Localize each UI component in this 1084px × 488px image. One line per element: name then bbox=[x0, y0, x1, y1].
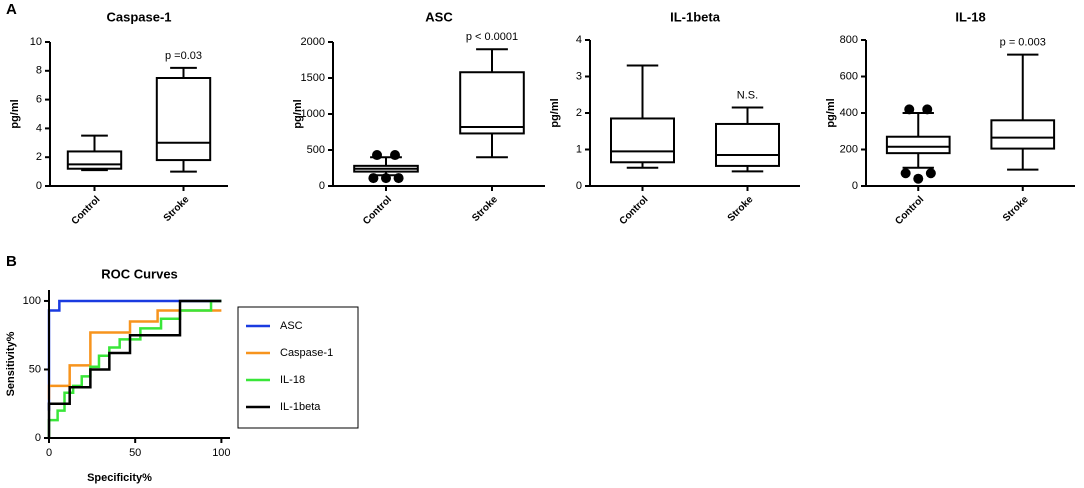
x-tick-label: Stroke bbox=[1001, 194, 1031, 224]
x-tick-label: 0 bbox=[46, 447, 52, 459]
outlier bbox=[922, 104, 933, 115]
whisker-low bbox=[902, 153, 934, 169]
whisker-high bbox=[731, 106, 764, 124]
y-tick-label: 2 bbox=[36, 151, 42, 163]
outlier bbox=[900, 168, 911, 179]
y-tick-label: 6 bbox=[36, 94, 42, 106]
whisker-low bbox=[1007, 148, 1039, 171]
x-tick-label: Stroke bbox=[726, 194, 756, 224]
y-tick-label: 600 bbox=[840, 70, 858, 82]
box bbox=[715, 122, 780, 167]
y-axis-label: pg/ml bbox=[292, 99, 304, 128]
chart-title: ROC Curves bbox=[101, 266, 178, 281]
x-tick-label: Control bbox=[893, 194, 926, 227]
y-tick-label: 0 bbox=[852, 180, 858, 192]
whisker-high bbox=[626, 64, 659, 119]
y-tick-label: 100 bbox=[23, 295, 41, 307]
chart-title: ASC bbox=[425, 9, 453, 24]
x-tick-label: Control bbox=[70, 194, 103, 227]
legend-label: IL-18 bbox=[280, 374, 305, 386]
y-axis-label: pg/ml bbox=[549, 98, 561, 127]
legend-label: Caspase-1 bbox=[280, 347, 333, 359]
y-tick-label: 1000 bbox=[301, 108, 325, 120]
y-tick-label: 2 bbox=[576, 107, 582, 119]
outlier bbox=[925, 168, 936, 179]
y-tick-label: 10 bbox=[30, 36, 42, 48]
x-tick-label: Control bbox=[618, 194, 651, 227]
x-tick-label: 100 bbox=[212, 447, 230, 459]
y-tick-label: 200 bbox=[840, 143, 858, 155]
y-tick-label: 0 bbox=[35, 432, 41, 444]
y-tick-label: 0 bbox=[576, 180, 582, 192]
annotation: p = 0.003 bbox=[1000, 37, 1046, 49]
box bbox=[610, 117, 675, 164]
y-tick-label: 8 bbox=[36, 65, 42, 77]
x-axis-label: Specificity% bbox=[87, 472, 152, 484]
y-tick-label: 4 bbox=[576, 34, 582, 46]
chart-title: IL-18 bbox=[955, 9, 985, 24]
y-tick-label: 400 bbox=[840, 107, 858, 119]
box bbox=[155, 77, 212, 162]
x-tick-label: Control bbox=[361, 194, 394, 227]
roc-line bbox=[47, 299, 222, 438]
outlier bbox=[393, 173, 404, 184]
outlier bbox=[913, 173, 924, 184]
whisker-high bbox=[476, 48, 508, 73]
x-tick-label: 50 bbox=[129, 447, 141, 459]
y-tick-label: 50 bbox=[29, 363, 41, 375]
box bbox=[459, 71, 525, 135]
chart-title: Caspase-1 bbox=[106, 9, 171, 24]
whisker-high bbox=[170, 66, 197, 78]
whisker-high bbox=[81, 134, 108, 152]
x-tick-label: Stroke bbox=[470, 194, 500, 224]
whisker-high bbox=[1007, 53, 1039, 121]
whisker-low bbox=[170, 160, 197, 173]
annotation: N.S. bbox=[737, 89, 758, 101]
outlier bbox=[368, 173, 379, 184]
outlier bbox=[390, 150, 400, 161]
annotation: p < 0.0001 bbox=[466, 31, 518, 43]
whisker-low bbox=[476, 133, 508, 159]
y-tick-label: 1 bbox=[576, 143, 582, 155]
box bbox=[66, 150, 123, 170]
y-axis-label: pg/ml bbox=[825, 98, 837, 127]
y-tick-label: 0 bbox=[319, 180, 325, 192]
x-tick-label: Stroke bbox=[162, 194, 192, 224]
box bbox=[990, 119, 1056, 150]
roc-line bbox=[47, 309, 222, 400]
panel-label: B bbox=[6, 253, 17, 270]
y-tick-label: 800 bbox=[840, 34, 858, 46]
y-tick-label: 0 bbox=[36, 180, 42, 192]
y-axis-label: Sensitivity% bbox=[5, 331, 17, 396]
outlier bbox=[372, 150, 382, 161]
chart-title: IL-1beta bbox=[670, 9, 721, 24]
outlier bbox=[381, 173, 391, 184]
box bbox=[885, 135, 951, 155]
whisker-high bbox=[902, 112, 934, 137]
y-tick-label: 1500 bbox=[301, 72, 325, 84]
y-axis-label: pg/ml bbox=[9, 99, 21, 128]
panel-label: A bbox=[6, 1, 17, 18]
outlier bbox=[904, 104, 915, 115]
y-tick-label: 500 bbox=[307, 144, 325, 156]
y-tick-label: 2000 bbox=[301, 36, 325, 48]
legend-label: IL-1beta bbox=[280, 401, 321, 413]
roc-line bbox=[47, 299, 222, 411]
y-tick-label: 3 bbox=[576, 70, 582, 82]
annotation: p =0.03 bbox=[165, 50, 202, 62]
y-tick-label: 4 bbox=[36, 122, 42, 134]
legend-label: ASC bbox=[280, 320, 303, 332]
